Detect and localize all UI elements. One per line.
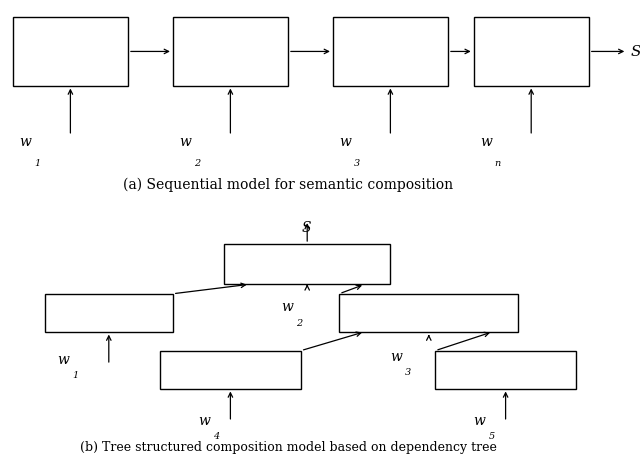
Text: w: w (282, 300, 294, 313)
Bar (13, 18, 128, 86)
Bar (435, 351, 576, 389)
Bar (474, 18, 589, 86)
Text: w: w (390, 349, 403, 364)
Text: S: S (302, 221, 311, 235)
Text: w: w (179, 135, 191, 149)
Bar (224, 244, 390, 285)
Text: 4: 4 (213, 431, 220, 440)
Text: w: w (474, 413, 486, 427)
Text: w: w (480, 135, 492, 149)
Text: w: w (58, 352, 70, 366)
Text: (a) Sequential model for semantic composition: (a) Sequential model for semantic compos… (123, 177, 453, 191)
Bar (173, 18, 288, 86)
Text: 1: 1 (72, 370, 79, 379)
Text: 5: 5 (488, 431, 495, 440)
Bar (45, 294, 173, 332)
Bar (333, 18, 448, 86)
Text: w: w (19, 135, 31, 149)
Text: S: S (630, 46, 640, 59)
Text: n: n (495, 159, 501, 168)
Text: 1: 1 (34, 159, 40, 168)
Text: 2: 2 (296, 318, 303, 327)
Text: (b) Tree structured composition model based on dependency tree: (b) Tree structured composition model ba… (79, 440, 497, 453)
Text: 2: 2 (194, 159, 200, 168)
Bar (339, 294, 518, 332)
Text: w: w (198, 413, 211, 427)
Text: 3: 3 (405, 368, 412, 377)
Text: 3: 3 (354, 159, 360, 168)
Text: w: w (339, 135, 351, 149)
Bar (160, 351, 301, 389)
